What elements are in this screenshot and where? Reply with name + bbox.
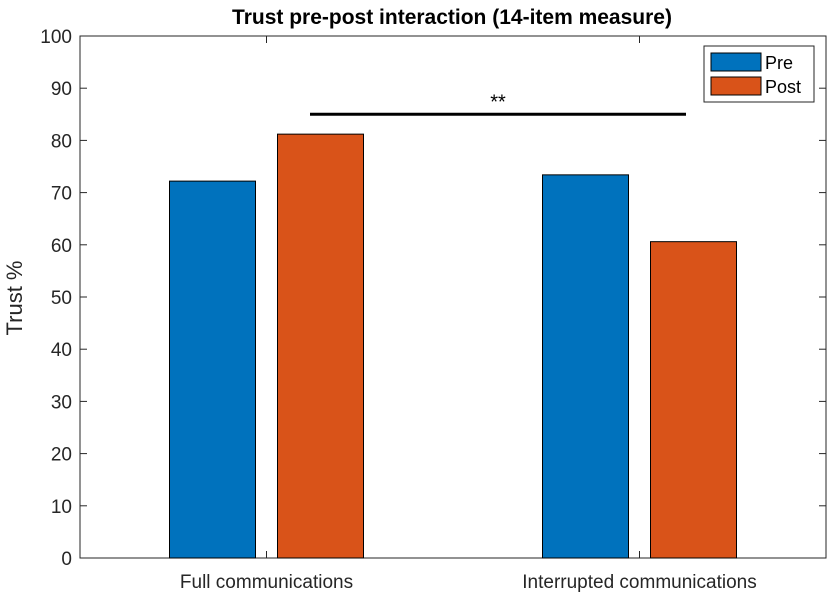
bar-post-1 [277,133,364,559]
y-tick-label: 90 [51,79,72,100]
bar-pre-1 [169,180,256,559]
y-tick-label: 20 [51,445,72,466]
y-tick-label: 80 [51,131,72,152]
plot-area: 0 10 20 30 40 50 60 70 80 90 100 Full communication… [40,27,827,593]
legend-label-pre: Pre [765,53,793,73]
y-tick-label: 50 [51,288,72,309]
y-tick-label: 10 [51,497,72,518]
x-tick-label: Interrupted communications [522,572,756,593]
y-tick-label: 0 [61,549,72,570]
legend-swatch-post [710,76,762,96]
y-tick-label: 100 [40,27,72,48]
bar-post-2 [650,241,737,559]
y-tick-label: 70 [51,184,72,205]
legend-label-post: Post [765,77,801,97]
significance-label: ** [490,91,506,113]
y-axis-label: Trust % [2,261,27,336]
legend-swatch-pre [710,52,762,72]
x-tick-label: Full communications [180,572,353,593]
y-tick-label: 30 [51,392,72,413]
y-tick-label: 40 [51,340,72,361]
y-tick-label: 60 [51,236,72,257]
bar-pre-2 [542,174,629,559]
chart-title: Trust pre-post interaction (14-item meas… [232,6,672,29]
